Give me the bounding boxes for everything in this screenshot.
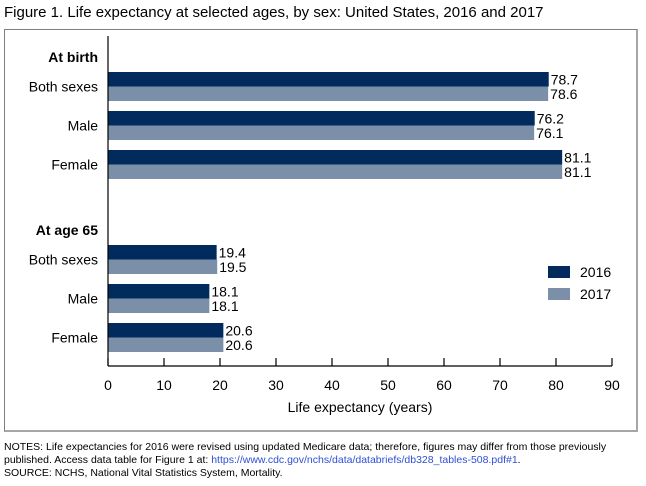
value-label: 76.2 — [537, 111, 564, 127]
value-label: 18.1 — [211, 298, 238, 314]
bar-2017 — [108, 164, 563, 179]
legend-label-2017: 2017 — [580, 286, 611, 302]
x-tick-label: 70 — [492, 377, 508, 393]
bar-2017 — [108, 337, 224, 352]
category-label: Both sexes — [29, 252, 98, 268]
x-tick-label: 90 — [604, 377, 620, 393]
value-label: 18.1 — [211, 284, 238, 300]
value-label: 78.7 — [551, 72, 578, 88]
bar-2017 — [108, 86, 549, 101]
data-table-link[interactable]: https://www.cdc.gov/nchs/data/databriefs… — [211, 454, 518, 466]
x-tick-label: 80 — [548, 377, 564, 393]
category-label: Female — [51, 157, 98, 173]
x-tick-label: 40 — [324, 377, 340, 393]
bar-chart: At birth Both sexes 78.778.6 Male 76.276.1 Fe… — [29, 36, 620, 415]
notes-line-1: NOTES: Life expectancies for 2016 were r… — [4, 441, 607, 453]
legend-swatch-2016 — [548, 266, 570, 278]
value-label: 20.6 — [225, 337, 252, 353]
value-label: 78.6 — [550, 86, 577, 102]
bar-2016 — [108, 150, 563, 165]
legend-label-2016: 2016 — [580, 264, 611, 280]
bar-2017 — [108, 125, 535, 140]
legend-swatch-2017 — [548, 288, 570, 300]
figure-title: Figure 1. Life expectancy at selected ag… — [4, 4, 544, 21]
x-tick-label: 0 — [104, 377, 112, 393]
group-label: At age 65 — [36, 222, 98, 238]
bar-2016 — [108, 284, 210, 299]
x-axis-title: Life expectancy (years) — [288, 399, 433, 415]
bar-2017 — [108, 298, 210, 313]
notes-line-2: published. Access data table for Figure … — [4, 454, 644, 467]
category-label: Male — [68, 118, 99, 134]
x-tick-label: 10 — [156, 377, 172, 393]
group-label: At birth — [48, 49, 98, 65]
bar-2016 — [108, 111, 535, 126]
value-label: 81.1 — [564, 164, 591, 180]
value-label: 19.5 — [219, 259, 246, 275]
x-tick-label: 60 — [436, 377, 452, 393]
x-tick-label: 30 — [268, 377, 284, 393]
bar-2017 — [108, 259, 218, 274]
bar-2016 — [108, 245, 217, 260]
value-label: 20.6 — [225, 323, 252, 339]
category-label: Male — [68, 291, 99, 307]
chart-frame — [4, 29, 638, 432]
value-label: 81.1 — [564, 150, 591, 166]
source-line: SOURCE: NCHS, National Vital Statistics … — [4, 467, 283, 479]
x-tick-label: 20 — [212, 377, 228, 393]
notes: NOTES: Life expectancies for 2016 were r… — [4, 441, 644, 480]
bar-2016 — [108, 72, 549, 87]
notes-period: . — [517, 454, 521, 466]
value-label: 19.4 — [219, 245, 246, 261]
value-label: 76.1 — [536, 125, 563, 141]
x-tick-label: 50 — [380, 377, 396, 393]
notes-line-2-text: published. Access data table for Figure … — [4, 454, 212, 466]
bar-2016 — [108, 323, 224, 338]
category-label: Female — [51, 330, 98, 346]
category-label: Both sexes — [29, 79, 98, 95]
